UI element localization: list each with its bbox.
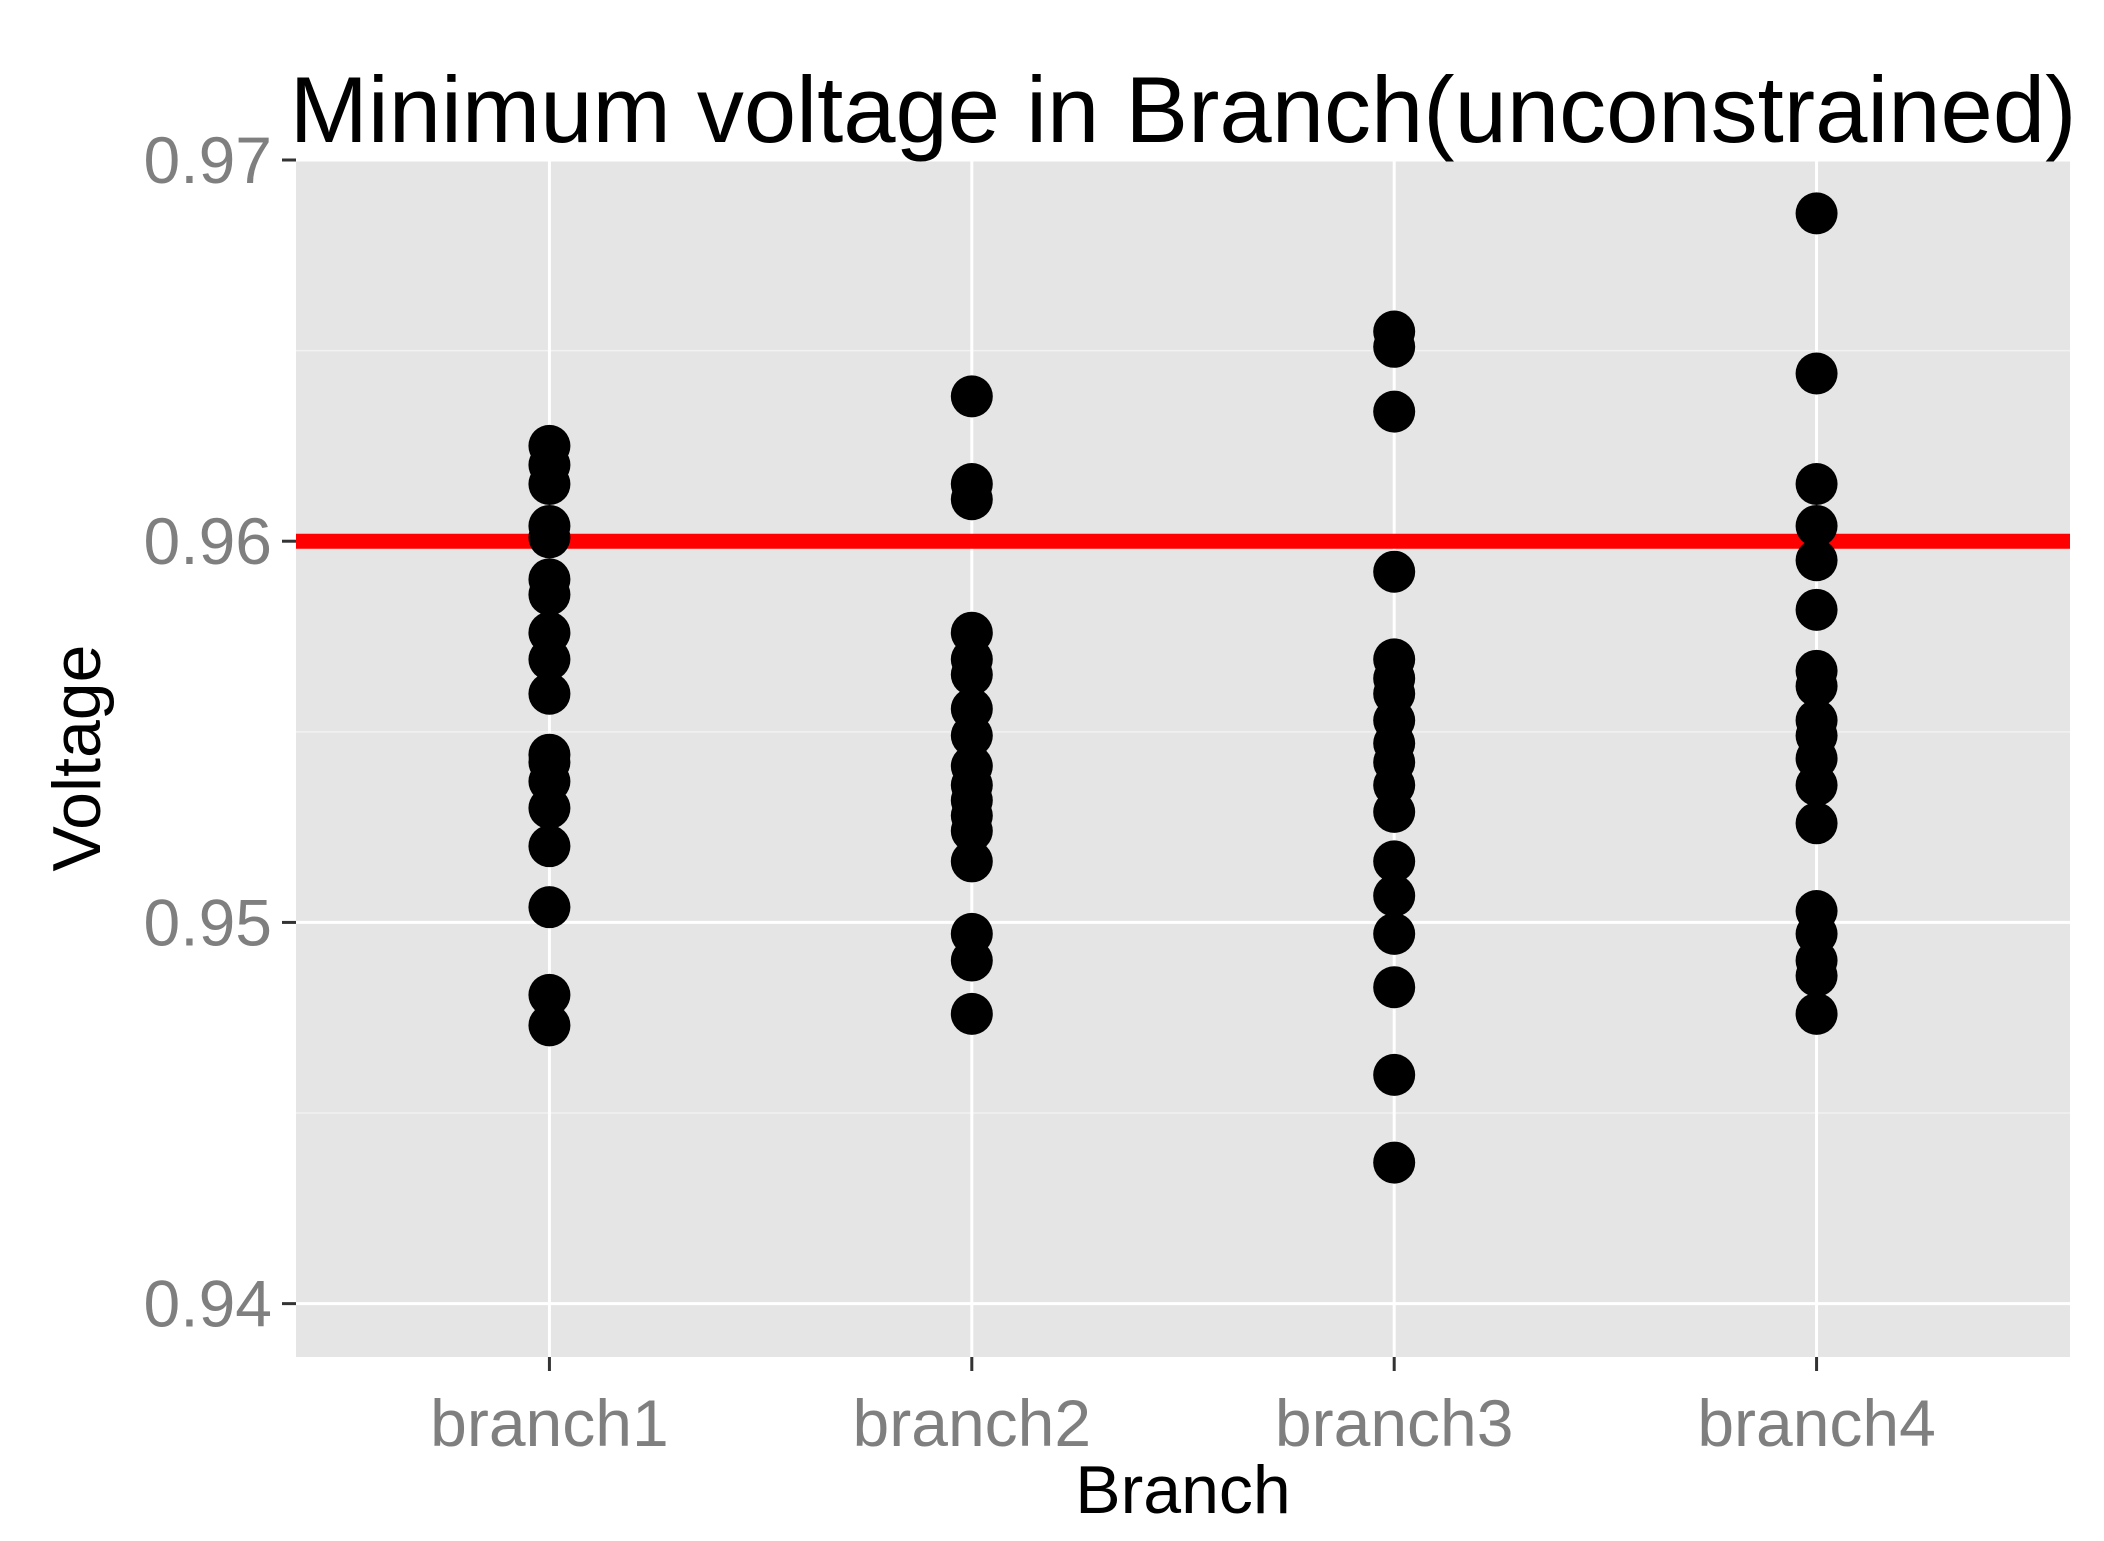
points-layer <box>528 192 1838 1184</box>
data-point <box>1795 665 1838 708</box>
data-point <box>1795 954 1838 997</box>
data-point <box>950 714 993 757</box>
data-point <box>950 992 993 1035</box>
y-tick-label: 0.97 <box>144 123 272 197</box>
x-tick-label: branch3 <box>1275 1386 1514 1460</box>
y-tick-labels: 0.94 0.95 0.96 0.97 <box>144 123 272 1341</box>
data-point <box>1795 463 1838 506</box>
data-point <box>950 375 993 418</box>
data-point <box>950 809 993 852</box>
y-tick-label: 0.96 <box>144 504 272 578</box>
data-point <box>1795 352 1838 395</box>
data-point <box>1795 539 1838 582</box>
x-axis-title: Branch <box>1075 1452 1290 1528</box>
data-point <box>528 825 571 868</box>
x-tick-label: branch4 <box>1697 1386 1936 1460</box>
x-tick-label: branch2 <box>853 1386 1092 1460</box>
data-point <box>528 672 571 715</box>
x-tick-labels: branch1 branch2 branch3 branch4 <box>430 1386 1936 1460</box>
data-point <box>1373 840 1416 883</box>
data-point <box>528 1004 571 1047</box>
data-point <box>1373 325 1416 368</box>
data-point <box>528 973 571 1016</box>
data-point <box>1795 764 1838 807</box>
data-point <box>528 787 571 830</box>
data-point <box>1373 874 1416 917</box>
data-point <box>1795 992 1838 1035</box>
x-tick-label: branch1 <box>430 1386 669 1460</box>
data-point <box>528 638 571 681</box>
data-point <box>528 573 571 616</box>
data-point <box>1373 550 1416 593</box>
data-point <box>1795 504 1838 547</box>
data-point <box>1795 192 1838 235</box>
chart-title: Minimum voltage in Branch(unconstrained) <box>290 57 2077 162</box>
y-tick-label: 0.95 <box>144 885 272 959</box>
data-point <box>1373 390 1416 433</box>
data-point <box>528 886 571 929</box>
data-point <box>1795 588 1838 631</box>
data-point <box>1373 790 1416 833</box>
data-point <box>950 939 993 982</box>
axis-ticks <box>282 158 1819 1371</box>
plot-panel <box>296 160 2070 1357</box>
data-point <box>1373 1053 1416 1096</box>
grid-minor <box>296 349 2070 1114</box>
data-point <box>1373 912 1416 955</box>
data-point <box>1373 1141 1416 1184</box>
y-tick-label: 0.94 <box>144 1267 272 1341</box>
data-point <box>1795 802 1838 845</box>
y-axis-title: Voltage <box>39 645 115 872</box>
data-point <box>1373 966 1416 1009</box>
data-point <box>528 463 571 506</box>
data-point <box>950 478 993 521</box>
data-point <box>528 516 571 559</box>
data-point <box>950 653 993 696</box>
data-point <box>950 840 993 883</box>
